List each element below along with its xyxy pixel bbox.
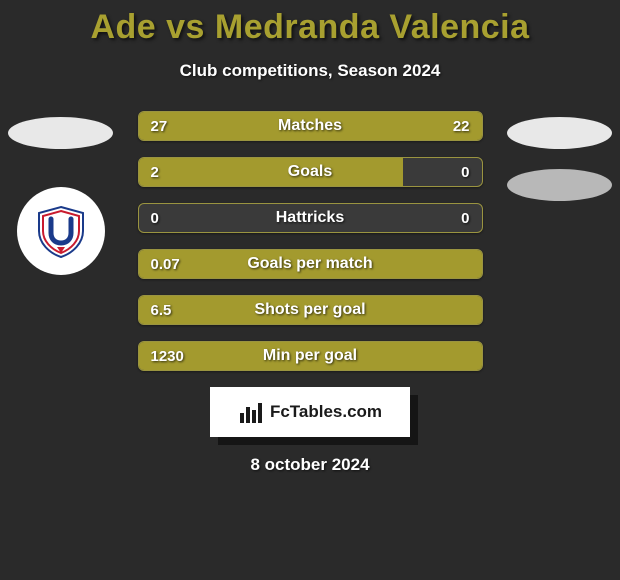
bars-chart-icon — [238, 399, 264, 425]
page-title: Ade vs Medranda Valencia — [0, 0, 620, 47]
shield-u-icon — [33, 203, 89, 259]
stat-row-hattricks: 0 Hattricks 0 — [138, 203, 483, 233]
stat-row-goals-per-match: 0.07 Goals per match — [138, 249, 483, 279]
stat-right-value: 0 — [461, 204, 469, 232]
stat-row-shots-per-goal: 6.5 Shots per goal — [138, 295, 483, 325]
stat-label: Goals — [139, 158, 482, 186]
stat-label: Min per goal — [139, 342, 482, 370]
content-area: 27 Matches 22 2 Goals 0 0 Hattricks 0 0.… — [0, 111, 620, 475]
stat-right-value: 22 — [453, 112, 470, 140]
page-subtitle: Club competitions, Season 2024 — [0, 61, 620, 81]
stat-label: Shots per goal — [139, 296, 482, 324]
brand-logo-box: FcTables.com — [210, 387, 410, 437]
player-left-placeholder — [8, 117, 113, 149]
club-right-placeholder — [507, 169, 612, 201]
date-text: 8 october 2024 — [0, 455, 620, 475]
stat-label: Matches — [139, 112, 482, 140]
brand-text: FcTables.com — [270, 402, 382, 422]
stat-right-value: 0 — [461, 158, 469, 186]
club-left-badge — [17, 187, 105, 275]
stat-row-matches: 27 Matches 22 — [138, 111, 483, 141]
stats-bars: 27 Matches 22 2 Goals 0 0 Hattricks 0 0.… — [138, 111, 483, 371]
player-right-placeholder — [507, 117, 612, 149]
stat-label: Hattricks — [139, 204, 482, 232]
stat-row-goals: 2 Goals 0 — [138, 157, 483, 187]
stat-row-min-per-goal: 1230 Min per goal — [138, 341, 483, 371]
stat-label: Goals per match — [139, 250, 482, 278]
